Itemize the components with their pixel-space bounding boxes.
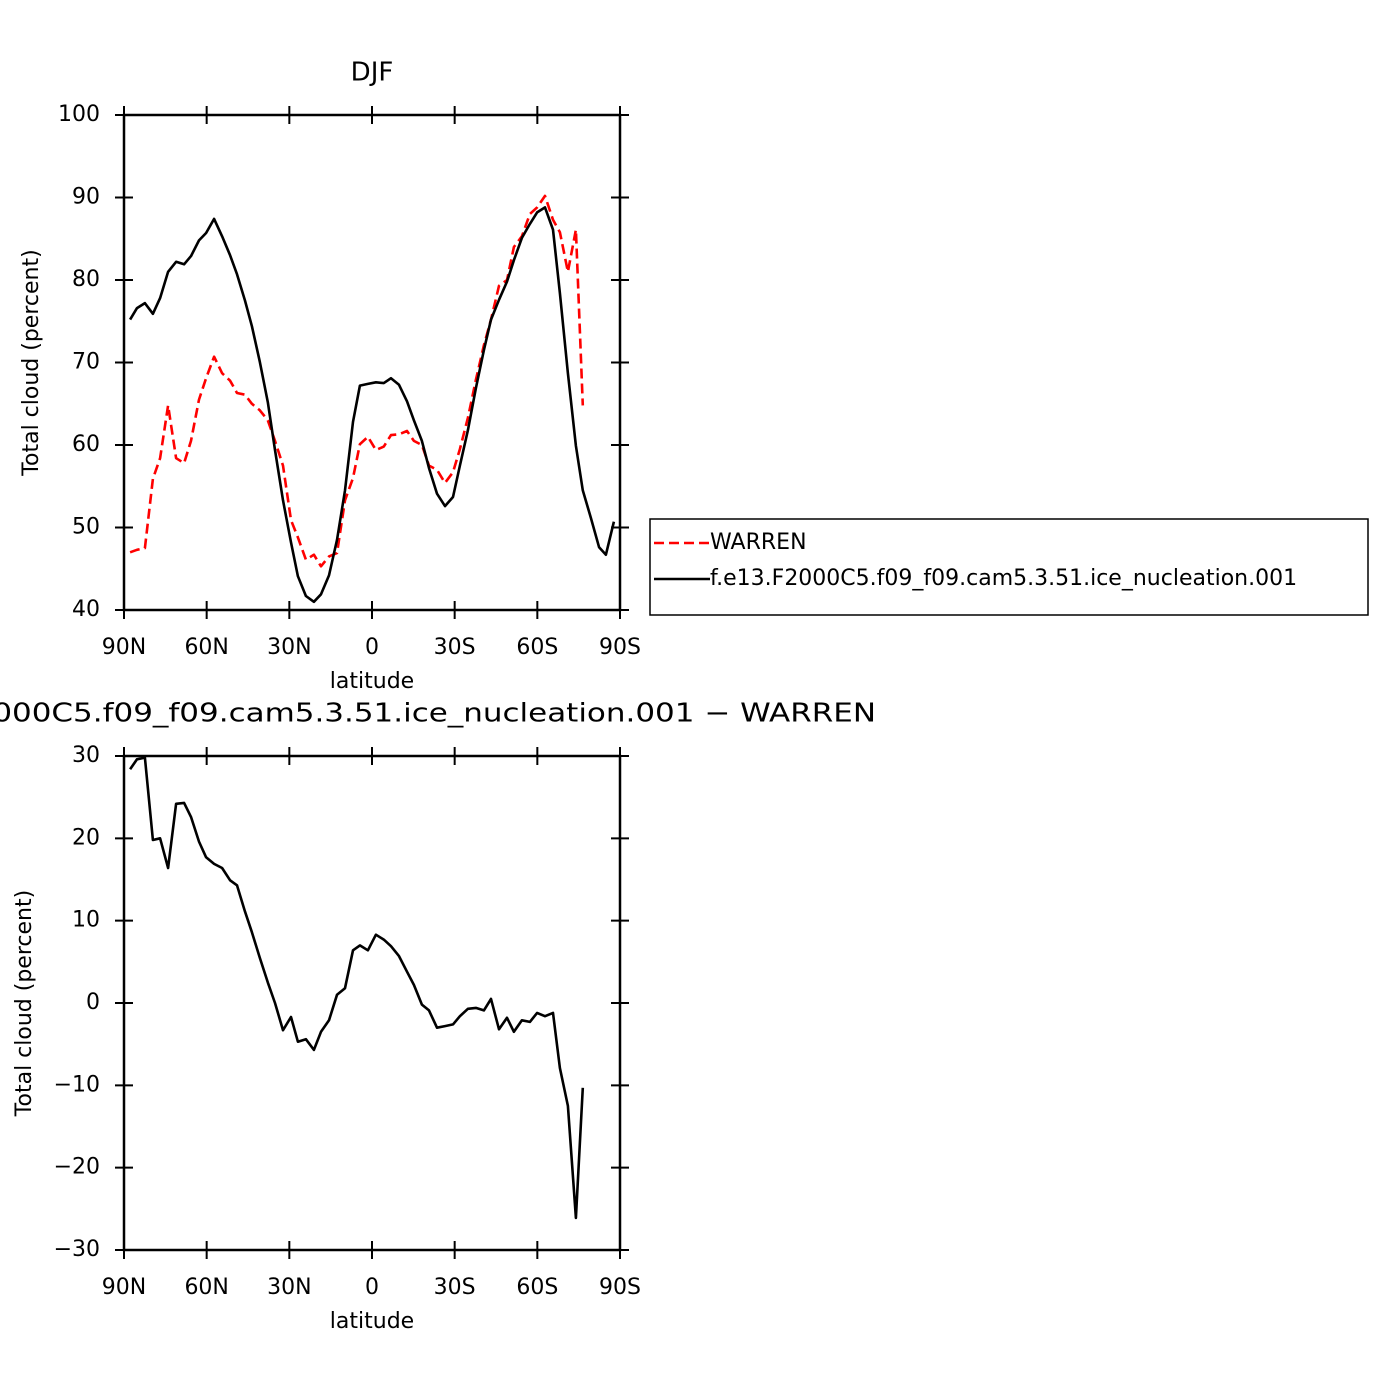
x-tick-label: 90N: [102, 635, 146, 660]
x-tick-label: 60N: [184, 635, 228, 660]
x-tick-label: 30N: [267, 635, 311, 660]
y-tick-label: −30: [54, 1237, 100, 1262]
x-tick-label: 60S: [516, 1275, 558, 1300]
y-tick-label: 70: [72, 350, 100, 375]
x-tick-label: 90S: [599, 1275, 641, 1300]
x-tick-label: 90N: [102, 1275, 146, 1300]
y-tick-label: 60: [72, 432, 100, 457]
x-tick-label: 60N: [184, 1275, 228, 1300]
y-tick-label: −20: [54, 1155, 100, 1180]
y-tick-label: 80: [72, 267, 100, 292]
x-tick-label: 30S: [434, 1275, 476, 1300]
legend-box: [649, 518, 1369, 616]
y-tick-label: 30: [72, 743, 100, 768]
data-line: [129, 756, 585, 1220]
y-tick-label: 20: [72, 825, 100, 850]
x-tick-label: 90S: [599, 635, 641, 660]
y-tick-label: 40: [72, 597, 100, 622]
data-line: [128, 206, 616, 604]
x-axis-label: latitude: [330, 1309, 414, 1334]
y-tick-label: 50: [72, 515, 100, 540]
data-line: [129, 194, 585, 568]
y-tick-label: −10: [54, 1072, 100, 1097]
plot-frame: [122, 754, 622, 1252]
y-axis-label: Total cloud (percent): [19, 249, 44, 476]
y-tick-label: 0: [86, 990, 100, 1015]
y-tick-label: 90: [72, 185, 100, 210]
y-tick-label: 10: [72, 908, 100, 933]
x-tick-label: 30N: [267, 1275, 311, 1300]
x-tick-label: 0: [365, 635, 379, 660]
chart-title: f.e13.F2000C5.f09_f09.cam5.3.51.ice_nucl…: [0, 699, 876, 729]
y-axis-label: Total cloud (percent): [12, 890, 37, 1117]
x-tick-label: 0: [365, 1275, 379, 1300]
x-axis-label: latitude: [330, 669, 414, 694]
legend-label: WARREN: [710, 530, 807, 555]
plot-frame: [122, 113, 622, 612]
x-tick-label: 60S: [516, 635, 558, 660]
y-tick-label: 100: [58, 102, 100, 127]
legend-label: f.e13.F2000C5.f09_f09.cam5.3.51.ice_nucl…: [710, 566, 1297, 591]
chart-title: DJF: [351, 58, 394, 88]
x-tick-label: 30S: [434, 635, 476, 660]
